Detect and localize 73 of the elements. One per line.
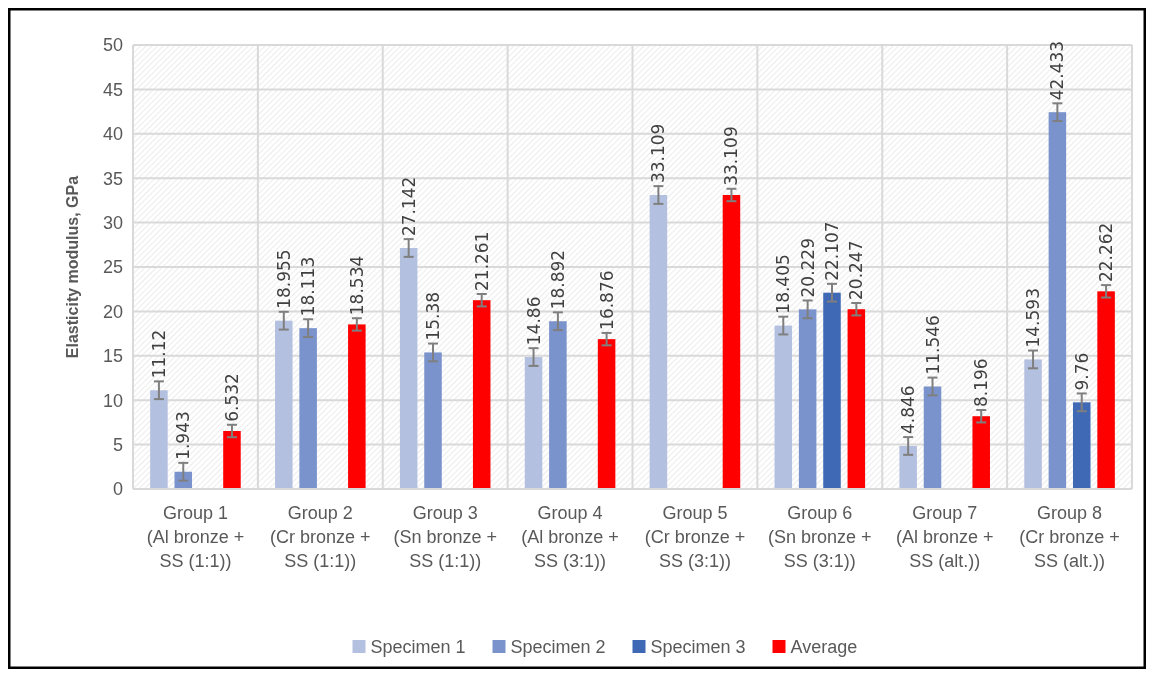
data-label: 15.38 bbox=[423, 291, 444, 341]
bar bbox=[424, 352, 442, 489]
y-tick-label: 5 bbox=[112, 434, 123, 455]
bar bbox=[597, 339, 616, 489]
data-label: 21.261 bbox=[471, 231, 492, 291]
data-label: 18.892 bbox=[547, 249, 568, 310]
x-tick-label: Group 1 (Al bronze + SS (1:1)) bbox=[146, 503, 245, 571]
y-tick-label: 25 bbox=[102, 257, 123, 278]
legend-label: Specimen 1 bbox=[370, 637, 466, 658]
bar bbox=[524, 357, 543, 489]
data-label: 14.593 bbox=[1023, 288, 1044, 348]
bar bbox=[472, 300, 491, 489]
bar bbox=[899, 445, 917, 489]
x-tick-label: Group 5 (Cr bronze + SS (3:1)) bbox=[644, 503, 746, 571]
bar bbox=[774, 325, 793, 489]
bar bbox=[823, 292, 841, 489]
bar bbox=[150, 390, 168, 489]
data-label: 42.433 bbox=[1047, 40, 1068, 101]
x-tick-label: Group 6 (Sn bronze + SS (3:1)) bbox=[768, 503, 872, 571]
data-label: 9.76 bbox=[1071, 352, 1092, 391]
data-label: 18.534 bbox=[346, 255, 367, 316]
bar bbox=[649, 194, 668, 489]
data-label: 16.876 bbox=[596, 270, 617, 330]
bar bbox=[1072, 402, 1091, 489]
bar bbox=[1097, 291, 1115, 489]
data-label: 6.532 bbox=[221, 373, 242, 422]
x-tick-label: Group 2 (Cr bronze + SS (1:1)) bbox=[270, 503, 371, 571]
data-label: 8.196 bbox=[971, 358, 992, 407]
data-label: 33.109 bbox=[648, 123, 669, 184]
data-label: 18.955 bbox=[273, 249, 294, 309]
legend-label: Specimen 3 bbox=[650, 637, 746, 658]
data-label: 18.113 bbox=[298, 256, 319, 317]
bar bbox=[223, 431, 241, 489]
data-label: 11.12 bbox=[148, 329, 169, 379]
data-label: 18.405 bbox=[773, 254, 794, 314]
y-tick-label: 30 bbox=[102, 212, 123, 233]
y-tick-label: 35 bbox=[102, 168, 123, 189]
x-tick-label: Group 4 (Al bronze + SS (3:1)) bbox=[521, 503, 619, 571]
x-tick-label: Group 8 (Cr bronze + SS (alt.)) bbox=[1019, 503, 1120, 571]
legend-label: Average bbox=[790, 637, 858, 658]
y-tick-label: 20 bbox=[102, 301, 123, 322]
data-label: 4.846 bbox=[898, 385, 919, 435]
data-label: 20.247 bbox=[846, 240, 867, 300]
data-label: 22.262 bbox=[1096, 222, 1117, 283]
bar bbox=[399, 247, 418, 489]
bar bbox=[972, 416, 990, 489]
bar bbox=[722, 194, 741, 489]
data-label: 1.943 bbox=[173, 411, 194, 460]
x-tick-label: Group 7 (Al bronze + SS (alt.)) bbox=[895, 503, 994, 571]
data-label: 14.86 bbox=[523, 296, 544, 346]
bar bbox=[1048, 112, 1067, 489]
bar bbox=[847, 309, 866, 489]
data-label: 11.546 bbox=[922, 315, 943, 375]
bar bbox=[549, 321, 567, 489]
y-tick-label: 45 bbox=[102, 79, 123, 100]
y-tick-label: 10 bbox=[102, 390, 123, 411]
data-label: 22.107 bbox=[821, 221, 842, 281]
bar bbox=[923, 386, 942, 489]
y-tick-label: 50 bbox=[102, 35, 123, 56]
bar bbox=[299, 328, 317, 489]
data-label: 20.229 bbox=[797, 238, 818, 298]
y-axis-title: Elasticity modulus, GPa bbox=[64, 175, 81, 359]
y-tick-label: 40 bbox=[102, 124, 123, 145]
x-tick-label: Group 3 (Sn bronze + SS (1:1)) bbox=[393, 503, 497, 571]
y-tick-label: 0 bbox=[112, 479, 123, 500]
data-label: 27.142 bbox=[398, 176, 419, 237]
bar bbox=[1024, 359, 1042, 489]
bar bbox=[348, 324, 366, 489]
data-label: 33.109 bbox=[721, 126, 742, 186]
y-tick-label: 15 bbox=[102, 346, 123, 367]
bar bbox=[798, 309, 817, 489]
legend-label: Specimen 2 bbox=[510, 637, 606, 658]
bar bbox=[275, 320, 293, 489]
